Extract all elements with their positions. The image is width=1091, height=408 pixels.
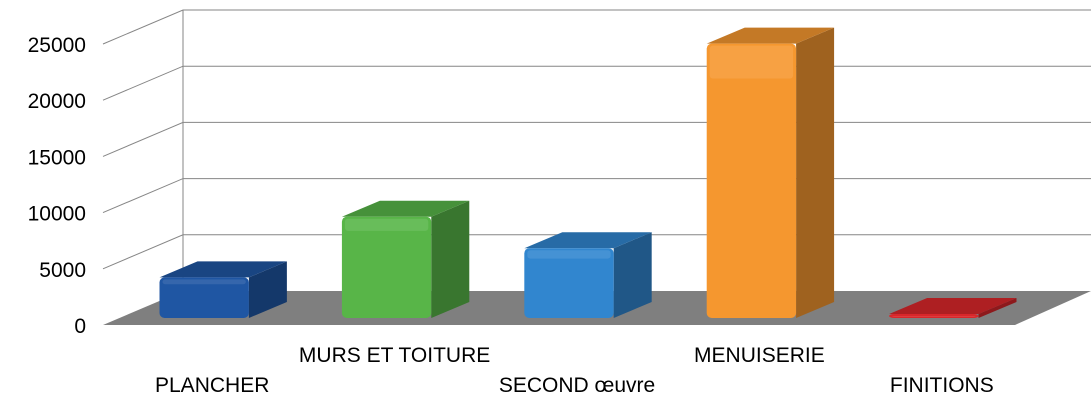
- bar-top: [341, 200, 470, 217]
- gridline: [102, 9, 1091, 45]
- category-label: MENUISERIE: [694, 344, 825, 367]
- bar: [159, 261, 287, 318]
- bar-highlight: [344, 218, 429, 231]
- bar-top: [524, 232, 652, 249]
- bar-top: [706, 27, 835, 44]
- bar-top: [159, 261, 287, 278]
- bar-highlight: [162, 279, 246, 285]
- category-label: SECOND œuvre: [499, 374, 655, 397]
- bar-front: [341, 216, 432, 318]
- bar-front: [524, 248, 614, 318]
- bar-highlight: [527, 250, 611, 259]
- y-tick-label: 5000: [39, 259, 86, 282]
- category-label: FINITIONS: [890, 374, 994, 397]
- y-axis-tick-labels: 0 5000 10000 15000 20000 25000: [28, 34, 86, 338]
- y-tick-label: 0: [74, 315, 86, 338]
- y-tick-label: 10000: [28, 203, 86, 226]
- bars-layer: [159, 27, 1017, 319]
- category-label: MURS ET TOITURE: [299, 344, 490, 367]
- y-tick-label: 25000: [28, 34, 86, 57]
- bar-side: [431, 200, 470, 318]
- bar-side: [613, 232, 652, 318]
- category-label: PLANCHER: [155, 374, 269, 397]
- bar: [341, 200, 470, 318]
- bar: [706, 27, 835, 319]
- bar-highlight: [709, 45, 794, 79]
- y-tick-label: 15000: [28, 146, 86, 169]
- bar-front: [159, 277, 249, 318]
- y-tick-label: 20000: [28, 90, 86, 113]
- bar-highlight: [892, 316, 976, 317]
- bar-front: [706, 43, 797, 319]
- bar-side: [248, 261, 287, 318]
- x-axis-category-labels: PLANCHER MURS ET TOITURE SECOND œuvre MENUI…: [155, 344, 994, 397]
- bar: [524, 232, 652, 318]
- bar-side: [978, 298, 1017, 318]
- gridline: [102, 121, 1091, 157]
- gridline: [102, 65, 1091, 101]
- gridline: [102, 178, 1091, 214]
- bar-side: [796, 27, 835, 319]
- bar: [889, 298, 1017, 318]
- bar-top: [889, 298, 1017, 314]
